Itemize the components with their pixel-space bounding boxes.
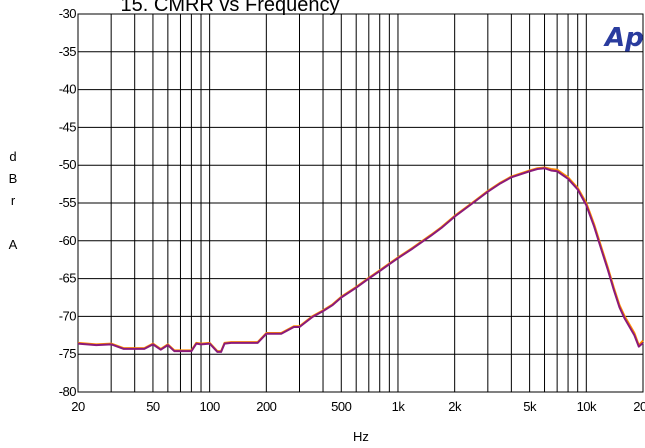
y-tick-label: -65 [59,271,77,286]
y-axis-label-letter: r [11,193,16,208]
y-axis-label-letter: B [9,171,18,186]
x-tick-label: 20 [71,399,85,414]
x-tick-label: 20k [633,399,645,414]
x-tick-label: 200 [256,399,276,414]
x-tick-labels: 20 50 100 200 500 1k 2k 5k 10k 20k [71,399,645,414]
y-tick-label: -30 [59,6,77,21]
x-axis-label: Hz [353,429,369,444]
y-tick-label: -50 [59,157,77,172]
y-tick-label: -35 [59,44,77,59]
x-tick-label: 10k [577,399,597,414]
plot-frame [77,13,644,393]
y-tick-label: -55 [59,195,77,210]
y-tick-label: -75 [59,346,77,361]
x-tick-label: 5k [523,399,537,414]
y-tick-label: -80 [59,384,77,399]
plot-grid [78,13,643,393]
series-line-2 [77,167,644,353]
ap-logo: Ap [603,23,644,53]
x-tick-label: 50 [146,399,160,414]
y-tick-label: -45 [59,119,77,134]
y-tick-label: -60 [59,233,77,248]
y-tick-label: -40 [59,82,77,97]
x-tick-label: 1k [392,399,406,414]
x-tick-label: 2k [448,399,462,414]
y-tick-label: -70 [59,308,77,323]
y-axis-label-letter: d [9,149,16,164]
y-tick-labels: -30 -35 -40 -45 -50 -55 -60 -65 -70 -75 -80 [59,6,77,399]
y-axis-label-letter: A [9,237,18,252]
x-tick-label: 100 [200,399,220,414]
series-group [77,166,644,353]
chart-title: 15. CMRR vs Frequency [121,0,340,16]
y-axis-label: dBr A [9,149,18,252]
x-tick-label: 500 [331,399,351,414]
series-line-1 [77,166,644,353]
